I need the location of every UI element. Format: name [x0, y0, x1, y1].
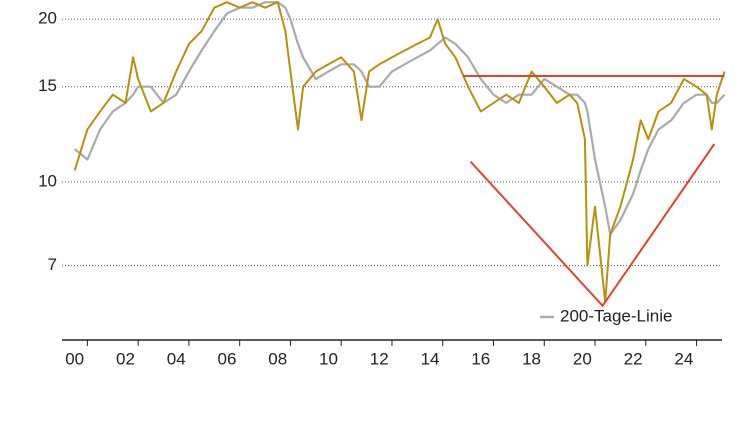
x-tick-label: 18 — [522, 349, 541, 368]
x-tick-label: 12 — [370, 349, 389, 368]
x-tick-label: 10 — [319, 349, 338, 368]
x-tick-label: 22 — [624, 349, 643, 368]
y-tick-label: 15 — [38, 76, 57, 95]
x-tick-label: 08 — [268, 349, 287, 368]
y-tick-label: 20 — [38, 9, 57, 28]
series-line — [73, 1, 726, 303]
x-tick-label: 16 — [471, 349, 490, 368]
x-tick-label: 24 — [674, 349, 693, 368]
legend-label: 200-Tage-Linie — [560, 306, 672, 325]
y-tick-label: 10 — [38, 171, 57, 190]
x-tick-label: 14 — [421, 349, 440, 368]
trend-line — [469, 143, 716, 308]
x-tick-label: 02 — [116, 349, 135, 368]
series-line — [74, 1, 726, 236]
x-tick-label: 00 — [65, 349, 84, 368]
x-tick-label: 04 — [167, 349, 186, 368]
y-tick-label: 7 — [48, 255, 57, 274]
x-tick-label: 20 — [573, 349, 592, 368]
x-tick-label: 06 — [218, 349, 237, 368]
